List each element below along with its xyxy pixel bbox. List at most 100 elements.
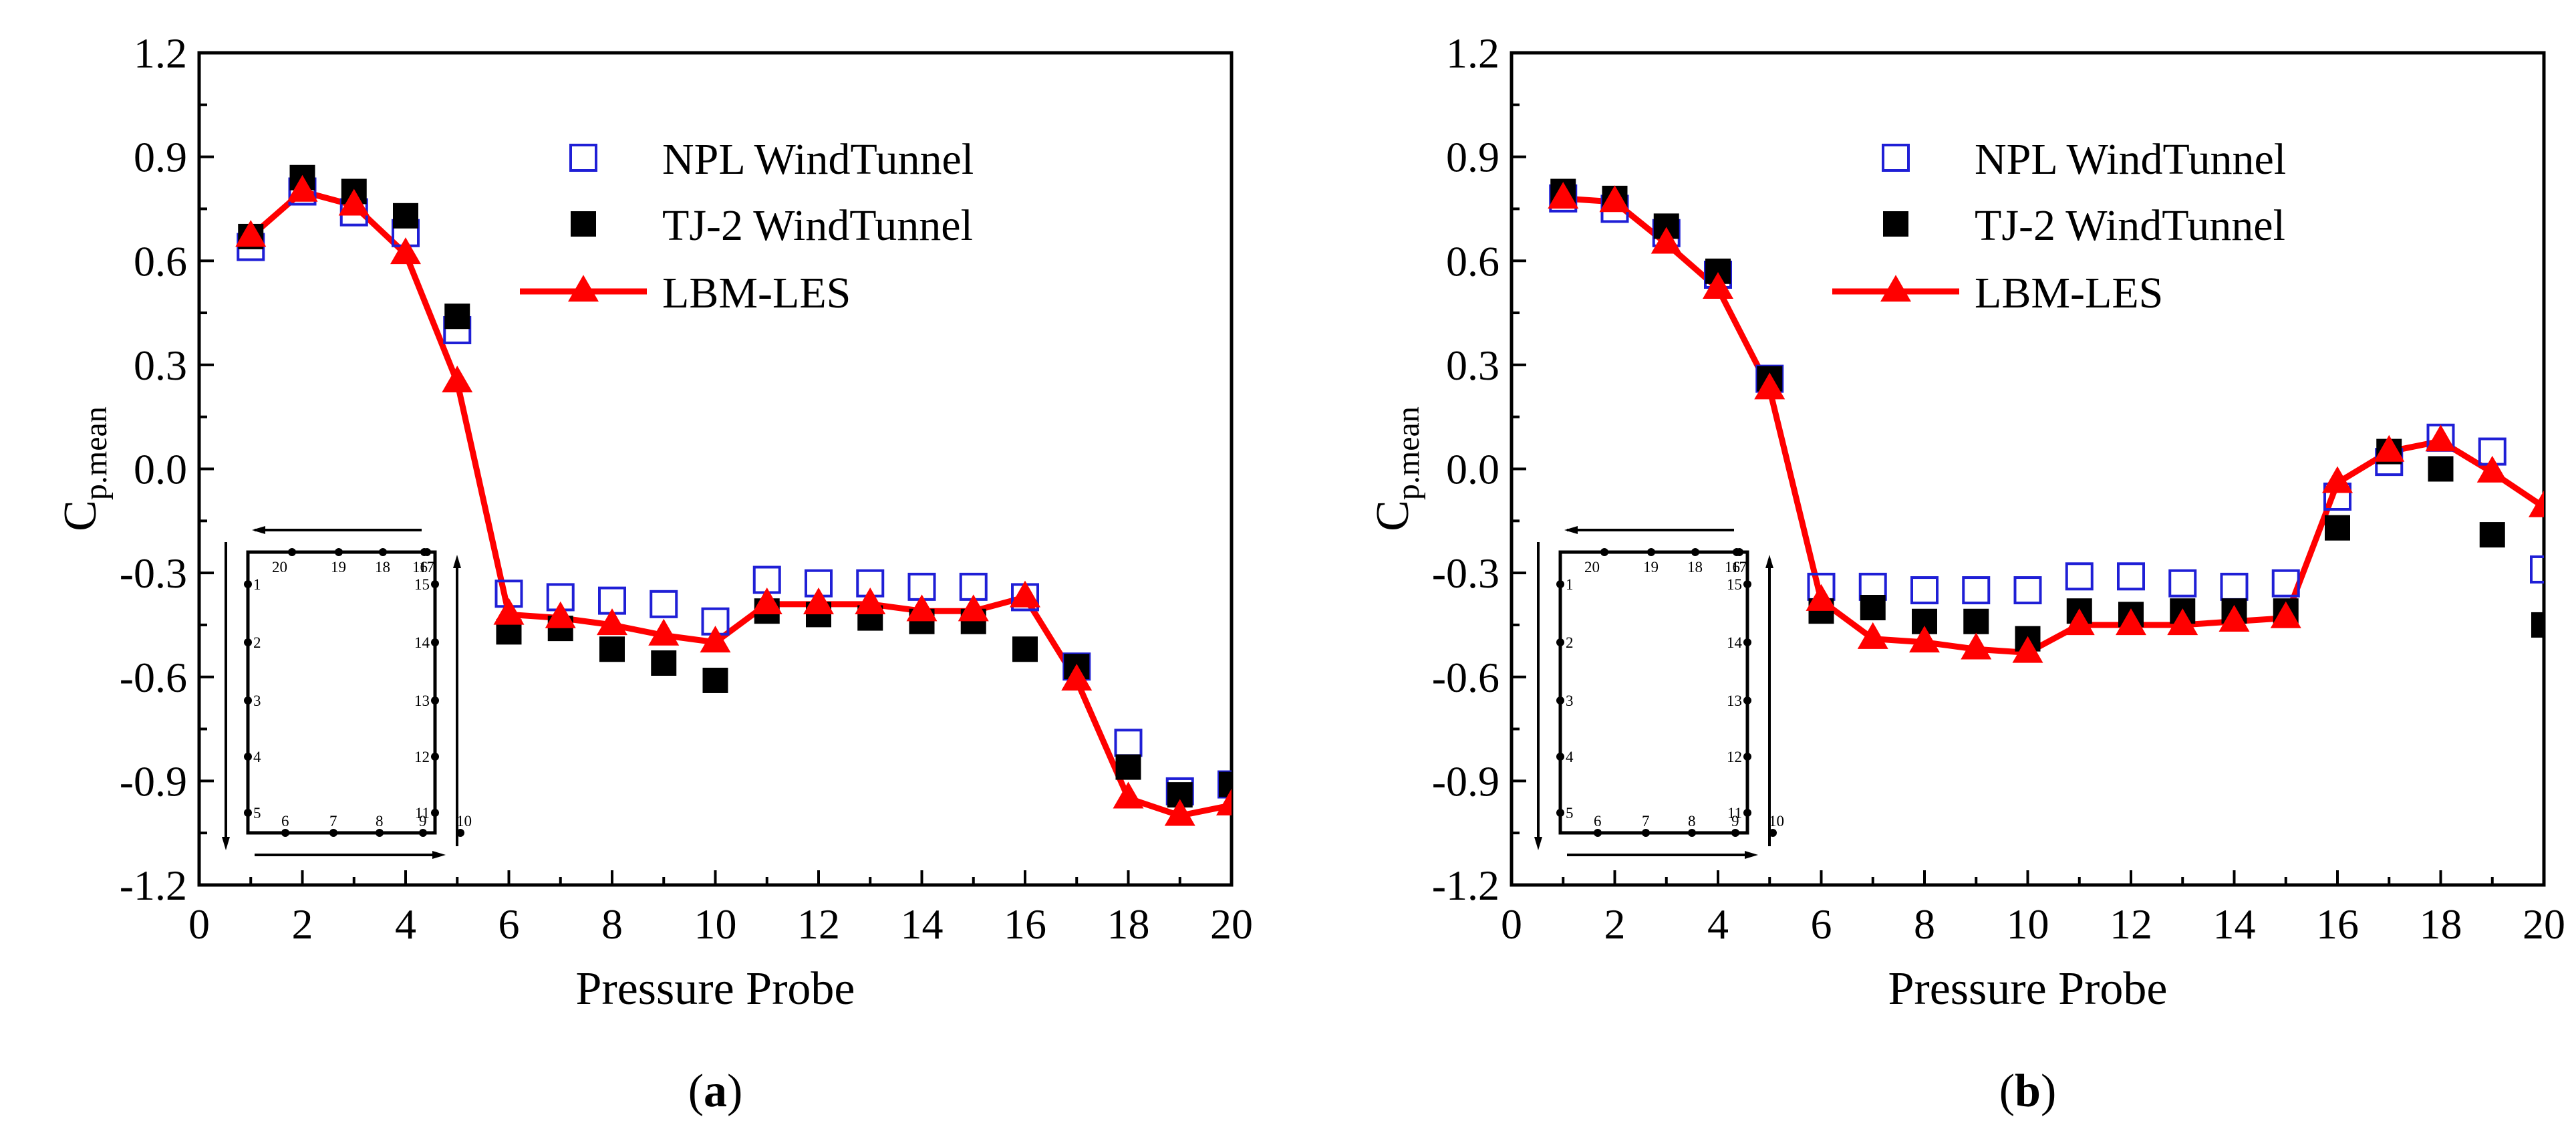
- probe-label: 9: [419, 813, 427, 830]
- y-axis-title-main: C: [1367, 500, 1419, 531]
- probe-dot: [281, 829, 289, 837]
- point-tj2-windtunnel: [393, 203, 418, 229]
- probe-label: 6: [1594, 813, 1602, 830]
- probe-label: 15: [414, 576, 430, 593]
- point-npl-windtunnel: [2013, 576, 2042, 605]
- probe-label: 7: [1642, 813, 1650, 830]
- probe-label: 1: [1566, 576, 1574, 593]
- probe-dot: [431, 809, 439, 817]
- probe-label: 17: [1731, 559, 1747, 576]
- y-axis-title: Cp.mean: [1367, 406, 1426, 531]
- y-tick-label: -0.6: [1432, 654, 1499, 701]
- point-lbm-les: [1651, 227, 1682, 254]
- probe-label: 1: [253, 576, 261, 593]
- plot-data: [1548, 178, 2544, 663]
- point-lbm-les: [2529, 490, 2544, 517]
- probe-dot: [1731, 829, 1739, 837]
- probe-dot: [431, 753, 439, 761]
- point-npl-windtunnel: [1962, 576, 1991, 605]
- probe-label: 10: [456, 813, 472, 830]
- point-npl-windtunnel: [2117, 562, 2145, 591]
- legend-marker: [569, 144, 597, 172]
- point-tj2-windtunnel: [1219, 771, 1232, 797]
- x-tick-label: 0: [188, 900, 210, 948]
- point-lbm-les: [1548, 182, 1579, 209]
- y-tick-label: 0.6: [134, 237, 187, 285]
- probe-dot: [244, 809, 252, 817]
- x-tick-label: 14: [2213, 900, 2256, 948]
- probe-label: 12: [1727, 749, 1742, 765]
- point-lbm-les: [906, 594, 938, 622]
- probe-label: 4: [253, 749, 261, 765]
- inset-arrow-head: [1745, 851, 1758, 859]
- probe-dot: [1733, 548, 1741, 556]
- probe-label: 10: [1769, 813, 1784, 830]
- probe-dot: [1647, 548, 1655, 556]
- point-lbm-les: [2063, 608, 2095, 636]
- point-npl-windtunnel: [2065, 562, 2094, 591]
- y-tick-label: -0.9: [1432, 757, 1499, 805]
- probe-dot: [244, 580, 252, 588]
- inset-arrow-head: [222, 837, 230, 850]
- x-tick-label: 18: [1107, 900, 1150, 948]
- point-lbm-les: [493, 598, 525, 625]
- x-axis-title: Pressure Probe: [1888, 963, 2168, 1015]
- probe-dot: [335, 548, 343, 556]
- probe-label: 12: [414, 749, 430, 765]
- point-tj2-windtunnel: [444, 303, 470, 330]
- y-tick-label: 0.0: [134, 446, 187, 493]
- probe-dot: [1556, 696, 1564, 705]
- point-lbm-les: [855, 588, 886, 615]
- point-tj2-windtunnel: [1860, 595, 1886, 620]
- y-axis-title-subscript: p.mean: [1391, 406, 1426, 500]
- y-tick-label: 1.2: [1446, 29, 1499, 77]
- x-axis-title: Pressure Probe: [576, 963, 855, 1015]
- legend: NPL WindTunnel TJ-2 WindTunnel LBM-LES: [520, 135, 974, 317]
- y-tick-label: 0.3: [134, 342, 187, 389]
- y-axis-title: Cp.mean: [55, 406, 114, 531]
- x-tick-label: 10: [694, 900, 737, 948]
- point-npl-windtunnel: [2530, 555, 2544, 584]
- probe-label: 13: [414, 692, 430, 709]
- point-lbm-les: [2012, 636, 2043, 663]
- point-tj2-windtunnel: [1963, 608, 1989, 634]
- probe-dot: [1556, 580, 1564, 588]
- point-lbm-les: [803, 588, 834, 615]
- x-tick-label: 2: [1604, 900, 1626, 948]
- inset-outline: [1558, 550, 1749, 835]
- y-axis-title-subscript: p.mean: [78, 406, 114, 500]
- probe-label: 14: [1727, 634, 1743, 651]
- x-tick-label: 18: [2420, 900, 2462, 948]
- legend-marker: [1880, 275, 1911, 302]
- probe-dot: [1600, 548, 1608, 556]
- probe-label: 11: [1727, 805, 1742, 821]
- probe-label: 17: [419, 559, 434, 576]
- point-lbm-les: [2167, 608, 2198, 636]
- point-lbm-les: [235, 220, 267, 247]
- probe-dot: [244, 638, 252, 646]
- point-lbm-les: [1113, 781, 1144, 809]
- plot-data: [235, 164, 1232, 826]
- point-lbm-les: [442, 366, 473, 393]
- x-tick-label: 4: [395, 900, 416, 948]
- point-lbm-les: [648, 618, 680, 646]
- y-tick-label: -0.3: [120, 549, 187, 597]
- probe-dot: [288, 548, 296, 556]
- probe-dot: [420, 548, 428, 556]
- x-tick-label: 20: [2523, 900, 2565, 948]
- y-tick-label: 0.3: [1446, 342, 1499, 389]
- point-lbm-les: [2374, 434, 2405, 462]
- legend-marker: [1882, 144, 1910, 172]
- chart-panel-a: 0 2 4 6 8 10 12 14 16 18 20-1.2-0.9-0.6-0.30.00.30…: [55, 29, 1253, 1117]
- point-lbm-les: [597, 608, 627, 636]
- probe-dot: [1743, 809, 1751, 817]
- x-tick-label: 10: [2007, 900, 2049, 948]
- chart-panel-b: 0 2 4 6 8 10 12 14 16 18 20-1.2-0.9-0.6-0.30.00.30…: [1367, 29, 2565, 1117]
- probe-dot: [431, 638, 439, 646]
- y-tick-label: 0.6: [1446, 237, 1499, 285]
- point-tj2-windtunnel: [1012, 636, 1038, 662]
- inset-arrow-head: [1564, 526, 1578, 534]
- probe-dot: [379, 548, 387, 556]
- probe-dot: [1743, 753, 1751, 761]
